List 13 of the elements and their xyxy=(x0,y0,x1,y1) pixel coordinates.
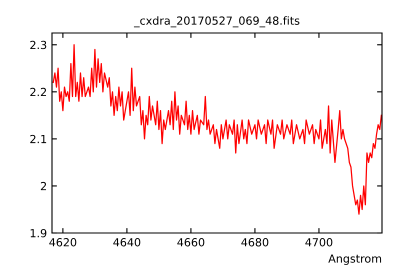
x-tick-label: 4700 xyxy=(305,238,332,246)
x-tick-label: 4680 xyxy=(241,238,268,246)
x-axis-title: Angstrom xyxy=(328,254,382,265)
y-tick-label: 2 xyxy=(40,182,46,190)
x-tick-label: 4660 xyxy=(177,238,204,246)
x-tick-label: 4620 xyxy=(49,238,76,246)
y-tick-label: 2.3 xyxy=(30,40,46,50)
y-tick-label: 2.2 xyxy=(30,88,46,96)
y-tick-label: 1.9 xyxy=(30,228,46,238)
x-tick-label: 4640 xyxy=(113,238,140,246)
line-series xyxy=(52,44,382,215)
chart-title: _cxdra_20170527_069_48.fits xyxy=(134,16,300,28)
y-tick-label: 2.1 xyxy=(30,134,46,144)
